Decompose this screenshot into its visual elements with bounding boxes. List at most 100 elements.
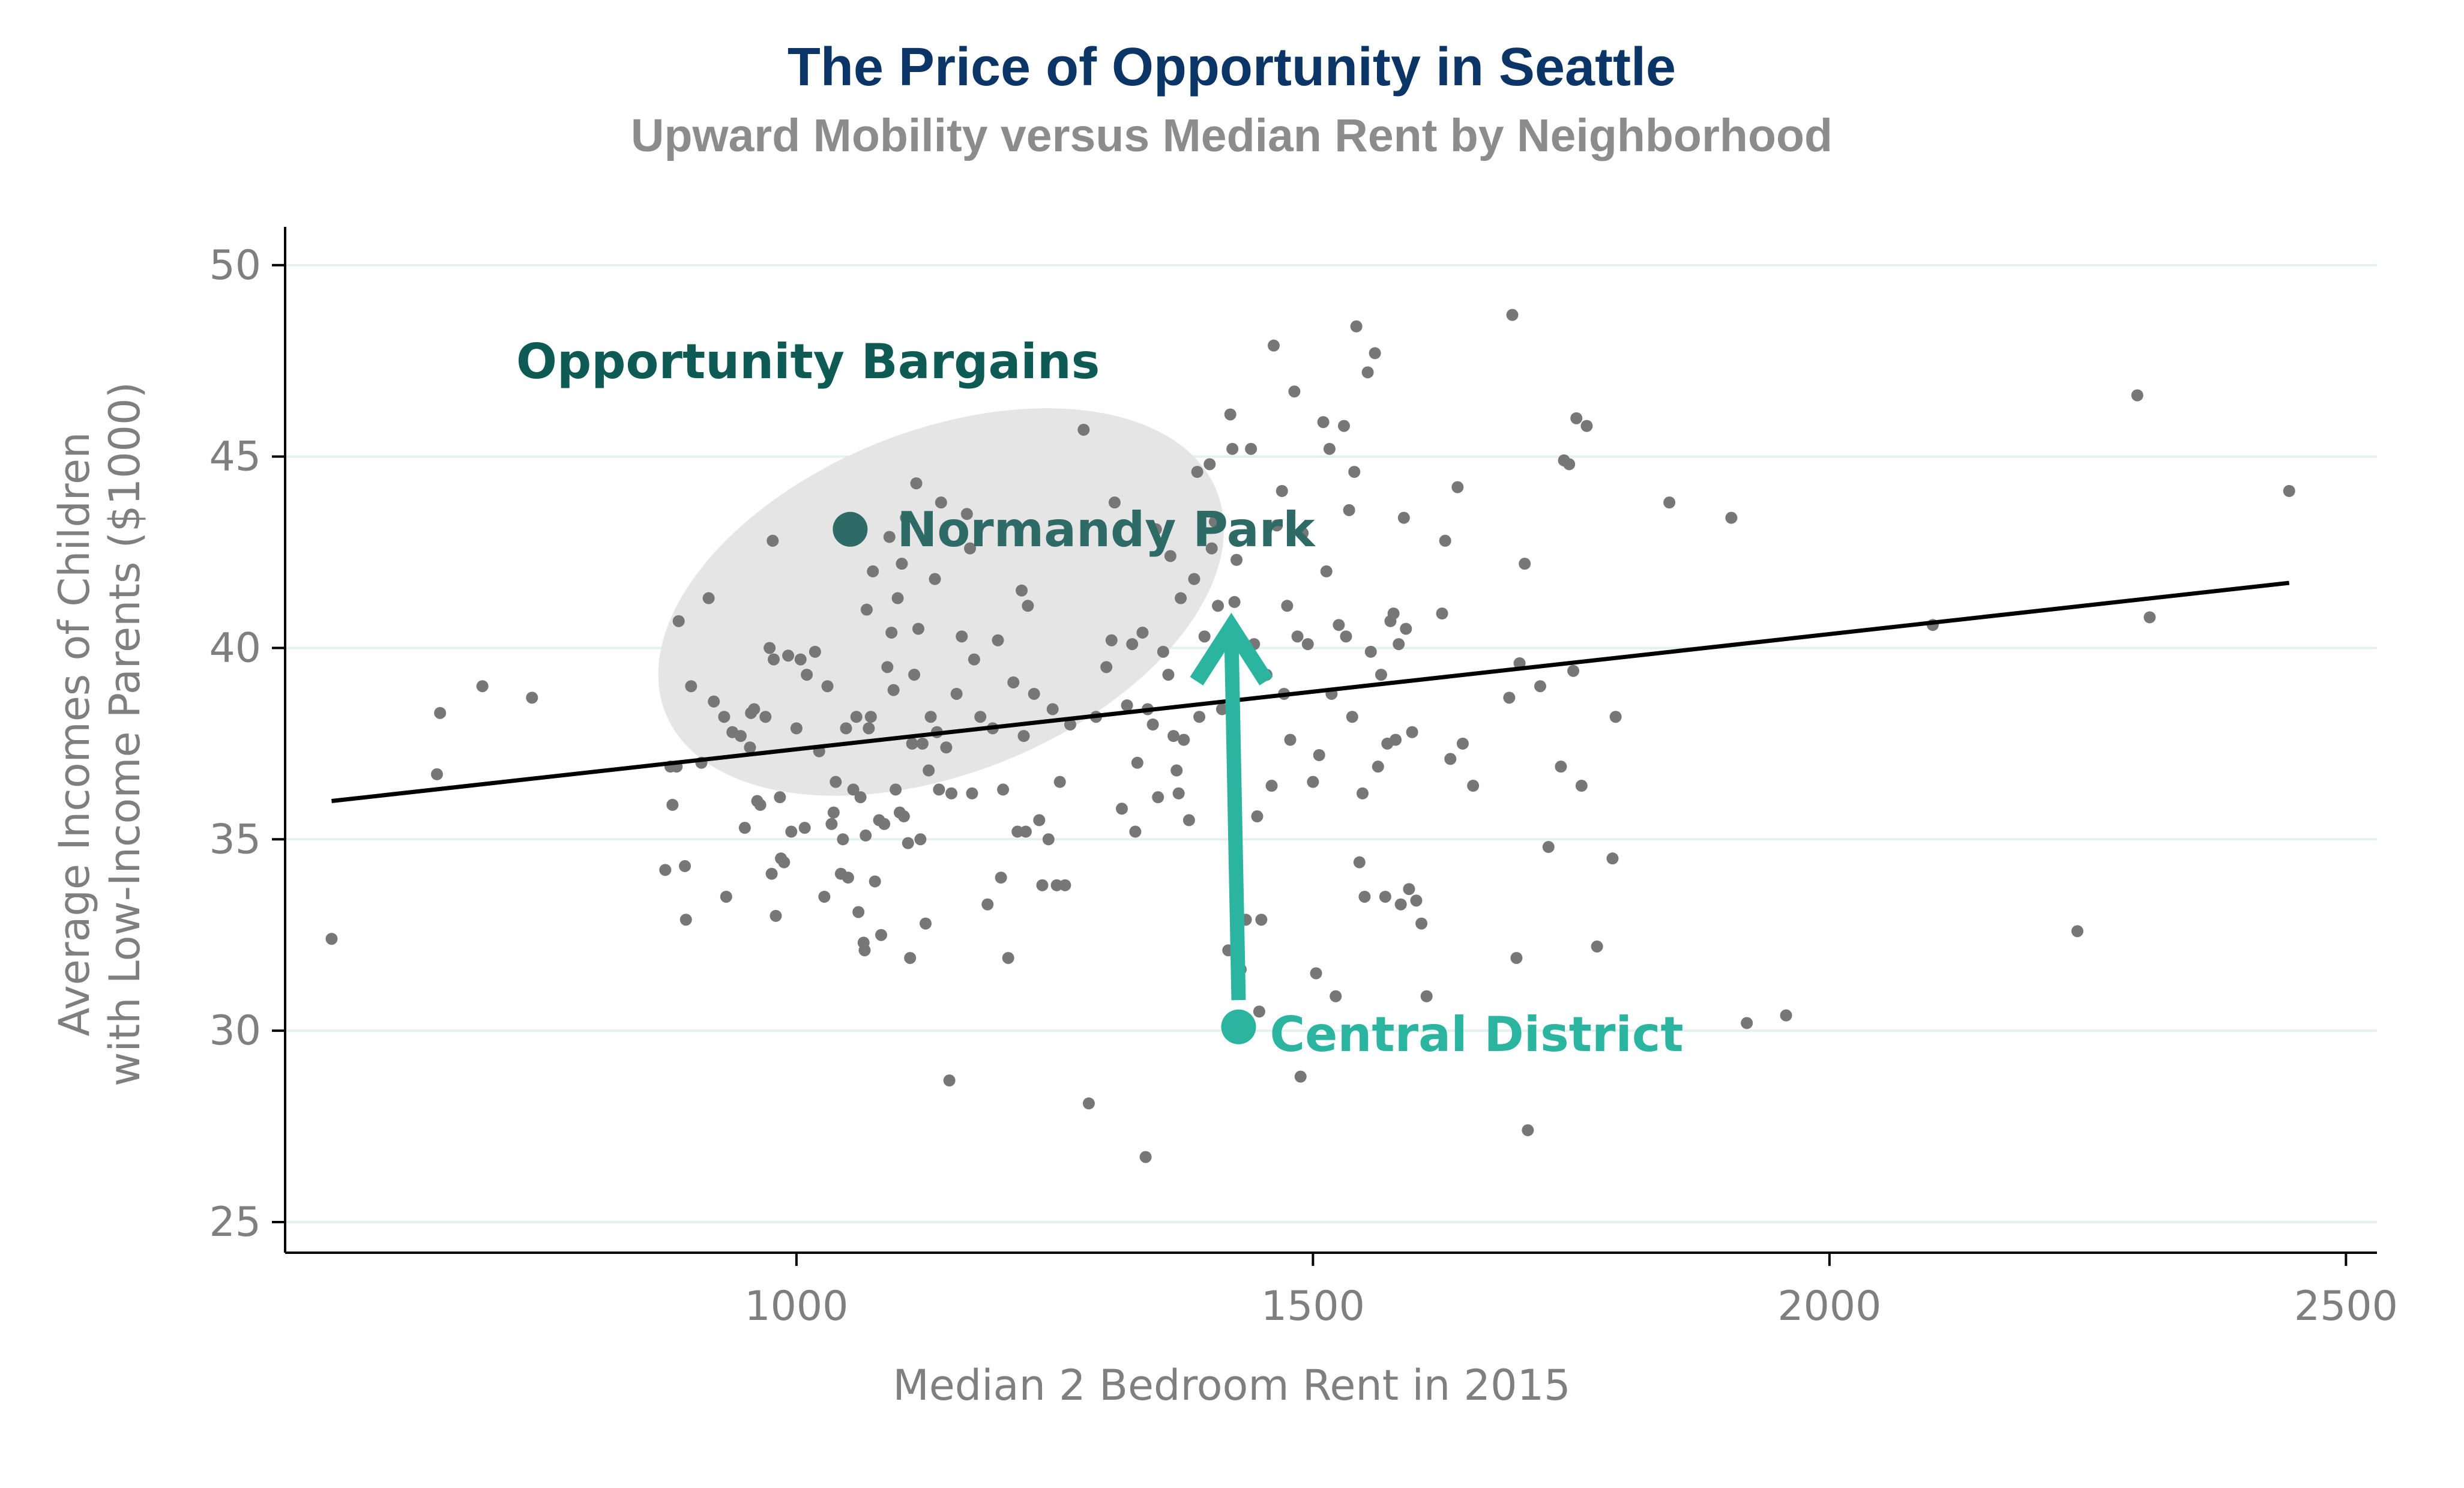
data-point xyxy=(1157,645,1169,658)
data-point xyxy=(1317,416,1330,429)
data-point xyxy=(1033,814,1046,827)
data-point xyxy=(864,711,877,723)
data-point xyxy=(964,542,977,555)
data-point xyxy=(2143,611,2156,624)
data-point xyxy=(1011,825,1024,838)
data-point xyxy=(1175,592,1187,604)
data-point xyxy=(1330,990,1342,1002)
data-point xyxy=(837,833,849,846)
data-point xyxy=(1387,607,1400,620)
data-point xyxy=(794,653,807,666)
data-point xyxy=(768,653,780,666)
data-point xyxy=(1467,780,1480,792)
data-point xyxy=(1162,669,1175,681)
data-point xyxy=(1297,527,1309,540)
data-point xyxy=(778,856,791,869)
data-point xyxy=(1364,645,1377,658)
data-point xyxy=(785,825,798,838)
data-point xyxy=(968,653,980,666)
data-point xyxy=(885,626,898,639)
data-point xyxy=(1136,626,1149,639)
data-point xyxy=(1230,553,1243,566)
data-point xyxy=(1503,691,1516,704)
data-point xyxy=(1208,516,1221,528)
data-point xyxy=(734,730,747,742)
data-point xyxy=(1361,366,1374,379)
data-point xyxy=(1563,458,1576,471)
data-point xyxy=(1271,519,1283,532)
data-point xyxy=(974,711,987,723)
data-point xyxy=(1379,890,1391,903)
data-point xyxy=(883,531,896,543)
data-point xyxy=(476,680,489,693)
data-point xyxy=(890,783,902,796)
data-point xyxy=(897,810,910,823)
data-point xyxy=(910,477,923,490)
data-point xyxy=(1519,558,1531,570)
data-point xyxy=(1019,825,1032,838)
normandy-park-label: Normandy Park xyxy=(897,502,1316,558)
data-point xyxy=(1606,852,1619,865)
data-point xyxy=(1570,412,1583,424)
data-point xyxy=(1002,951,1014,964)
data-point xyxy=(1320,565,1333,577)
data-point xyxy=(1420,990,1433,1002)
data-point xyxy=(878,818,891,830)
data-point xyxy=(1276,485,1288,498)
data-point xyxy=(992,634,1004,646)
data-point xyxy=(1255,914,1268,926)
data-point xyxy=(702,592,715,604)
data-point xyxy=(809,645,821,658)
data-point xyxy=(1131,756,1143,769)
data-point xyxy=(1182,814,1195,827)
data-point xyxy=(1555,761,1567,773)
data-point xyxy=(765,867,778,880)
data-point xyxy=(1780,1009,1792,1022)
data-point xyxy=(770,909,782,922)
data-point xyxy=(1394,898,1407,911)
data-point xyxy=(1082,1097,1095,1110)
data-point xyxy=(1353,856,1366,869)
data-point xyxy=(847,783,860,796)
data-points xyxy=(325,309,2295,1163)
data-point xyxy=(1356,787,1369,800)
data-point xyxy=(764,642,776,654)
data-point xyxy=(1251,810,1264,823)
data-point xyxy=(818,890,831,903)
data-point xyxy=(1193,711,1206,723)
y-tick-label: 45 xyxy=(209,433,261,481)
opportunity-bargains-region xyxy=(658,408,1224,796)
data-point xyxy=(1212,600,1224,612)
data-point xyxy=(875,929,888,941)
mobility-arrow-shaft xyxy=(1224,633,1246,1001)
data-point xyxy=(1178,733,1190,746)
data-point xyxy=(850,711,863,723)
data-point xyxy=(1036,879,1049,891)
y-axis-ticks: 25 30 35 40 45 50 xyxy=(209,242,285,1246)
data-point xyxy=(720,890,732,903)
data-point xyxy=(1152,791,1164,804)
data-point xyxy=(1228,595,1241,608)
x-tick-label: 2000 xyxy=(1777,1283,1881,1330)
data-point xyxy=(935,496,947,509)
data-point xyxy=(920,917,932,930)
data-point xyxy=(1506,309,1519,321)
x-tick-label: 2500 xyxy=(2294,1283,2398,1330)
data-point xyxy=(774,791,786,804)
data-point xyxy=(1340,630,1352,643)
data-point xyxy=(1022,600,1034,612)
data-point xyxy=(1522,1124,1534,1136)
data-point xyxy=(1358,890,1371,903)
data-point xyxy=(1400,622,1412,635)
data-point xyxy=(827,806,840,819)
data-point xyxy=(981,898,994,911)
data-point xyxy=(754,798,767,811)
central-district-point xyxy=(1221,1009,1256,1044)
data-point xyxy=(2283,485,2295,498)
data-point xyxy=(1456,737,1469,750)
data-point xyxy=(1294,1070,1307,1083)
data-point xyxy=(738,822,751,834)
data-point xyxy=(821,680,834,693)
data-point xyxy=(526,691,538,704)
data-point xyxy=(1313,749,1325,762)
